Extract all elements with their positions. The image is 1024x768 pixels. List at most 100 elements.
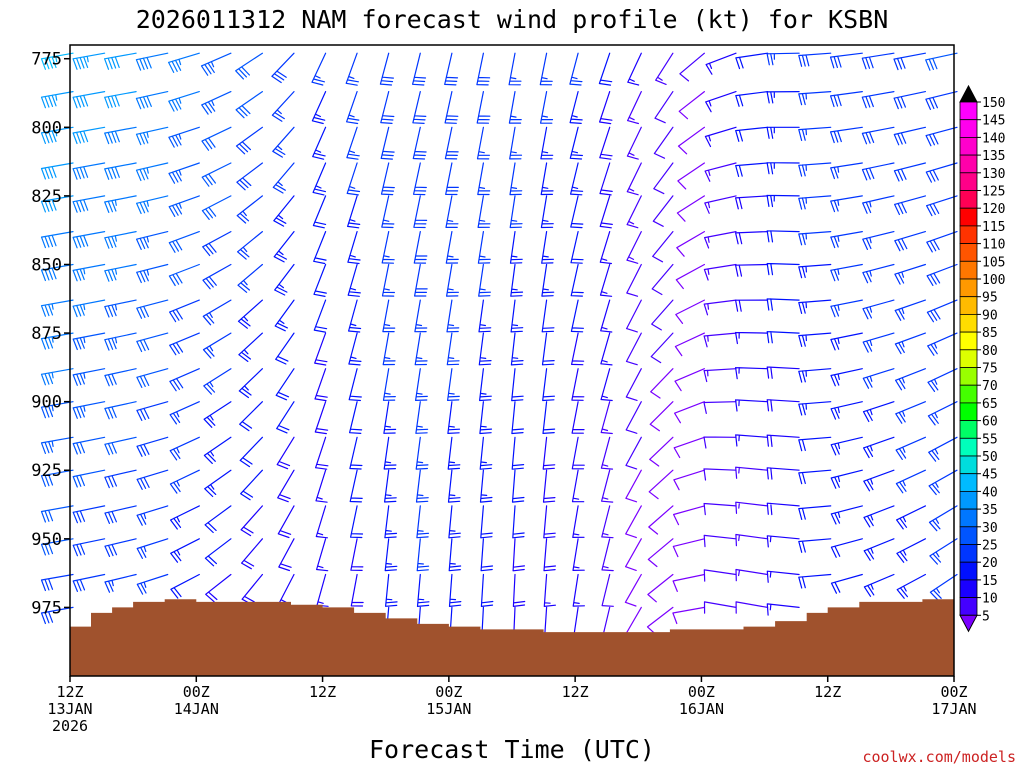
- wind-barb: [926, 195, 958, 217]
- wind-barb: [626, 231, 642, 264]
- wind-barb-shape: [236, 195, 263, 224]
- colorbar-swatch: [959, 561, 978, 581]
- wind-barb: [414, 299, 428, 333]
- wind-barb-shape: [168, 231, 200, 253]
- wind-barb: [599, 126, 613, 160]
- wind-barb-shape: [896, 505, 926, 530]
- wind-barb-shape: [479, 436, 493, 470]
- wind-barb-shape: [72, 368, 106, 386]
- wind-barb-shape: [766, 399, 800, 412]
- wind-barb: [413, 195, 428, 229]
- wind-barb-shape: [863, 573, 895, 597]
- wind-barb-shape: [201, 195, 232, 220]
- wind-barb-shape: [314, 332, 328, 366]
- wind-barb-shape: [512, 505, 525, 539]
- wind-barb: [72, 263, 106, 282]
- wind-barb: [202, 263, 232, 290]
- wind-barb: [313, 263, 327, 297]
- wind-barb-shape: [312, 195, 327, 229]
- wind-barb: [447, 368, 460, 401]
- wind-barb-shape: [237, 299, 263, 329]
- wind-barb-shape: [650, 332, 674, 364]
- colorbar-label: 5: [982, 609, 990, 624]
- wind-barb-shape: [543, 573, 556, 607]
- wind-barb: [314, 332, 328, 366]
- wind-barb: [542, 368, 555, 402]
- wind-barb-shape: [674, 368, 705, 392]
- colorbar-swatch: [959, 207, 978, 227]
- wind-barb: [863, 436, 895, 459]
- wind-barb: [168, 162, 200, 184]
- wind-barb-shape: [766, 603, 800, 616]
- wind-barb: [479, 469, 493, 503]
- x-tick-label: 00Z: [183, 683, 210, 701]
- wind-barb: [766, 535, 800, 548]
- wind-barb-shape: [896, 573, 926, 599]
- wind-barb: [572, 505, 585, 538]
- colorbar-swatch: [959, 402, 978, 421]
- wind-barb-shape: [895, 368, 926, 391]
- wind-barb-shape: [599, 126, 613, 160]
- wind-barb-shape: [894, 332, 926, 355]
- wind-barb: [347, 195, 361, 229]
- wind-barb-shape: [311, 52, 327, 86]
- wind-barb-shape: [677, 162, 705, 190]
- wind-barb-shape: [626, 299, 642, 333]
- wind-barb: [895, 436, 926, 460]
- wind-barb-shape: [168, 263, 200, 287]
- wind-barb-shape: [72, 126, 106, 145]
- colorbar-label: 55: [982, 432, 998, 447]
- wind-barb: [204, 469, 232, 498]
- wind-barb: [735, 434, 769, 447]
- wind-barb-shape: [925, 52, 958, 71]
- wind-barb: [675, 299, 705, 324]
- wind-barb: [674, 332, 705, 357]
- wind-barb: [624, 573, 642, 607]
- wind-barb: [170, 505, 200, 530]
- wind-barb-shape: [272, 162, 295, 194]
- wind-barb: [413, 162, 427, 196]
- wind-barb-shape: [416, 505, 430, 539]
- wind-barb-shape: [447, 401, 461, 434]
- wind-barb-shape: [651, 263, 674, 296]
- wind-barb-shape: [40, 606, 74, 625]
- wind-barb-shape: [40, 368, 74, 386]
- wind-barb: [104, 91, 137, 109]
- wind-barb: [349, 436, 363, 470]
- wind-barb: [652, 231, 674, 263]
- wind-barb-shape: [540, 162, 554, 196]
- wind-barb: [626, 126, 642, 160]
- wind-barb-shape: [72, 401, 106, 419]
- wind-barb-shape: [414, 299, 428, 333]
- wind-barb-shape: [135, 52, 169, 71]
- wind-barb-shape: [735, 231, 769, 245]
- wind-barb: [350, 505, 364, 539]
- wind-barb-shape: [235, 91, 263, 119]
- wind-barb-shape: [169, 368, 200, 392]
- wind-barb: [239, 401, 263, 432]
- wind-barb-shape: [170, 538, 200, 563]
- wind-barb: [672, 573, 705, 592]
- wind-barb: [415, 469, 429, 503]
- wind-barb-shape: [600, 436, 614, 470]
- wind-barb-shape: [627, 91, 642, 125]
- wind-barb-shape: [862, 401, 895, 423]
- wind-barb: [512, 538, 525, 572]
- wind-barb: [893, 52, 926, 71]
- wind-barb-shape: [798, 91, 832, 106]
- wind-barb: [599, 231, 612, 265]
- wind-barb-shape: [571, 436, 585, 470]
- wind-barb-shape: [925, 162, 958, 183]
- wind-barb-shape: [766, 262, 800, 276]
- wind-barb-shape: [509, 126, 523, 160]
- wind-barb: [569, 126, 583, 160]
- wind-barb: [542, 436, 556, 470]
- colorbar-swatch: [959, 579, 978, 599]
- wind-barb-shape: [40, 469, 74, 487]
- wind-barb-shape: [766, 91, 800, 104]
- wind-barb: [235, 91, 263, 119]
- wind-barb: [40, 126, 74, 144]
- wind-barb: [240, 469, 263, 501]
- wind-barb: [311, 91, 327, 125]
